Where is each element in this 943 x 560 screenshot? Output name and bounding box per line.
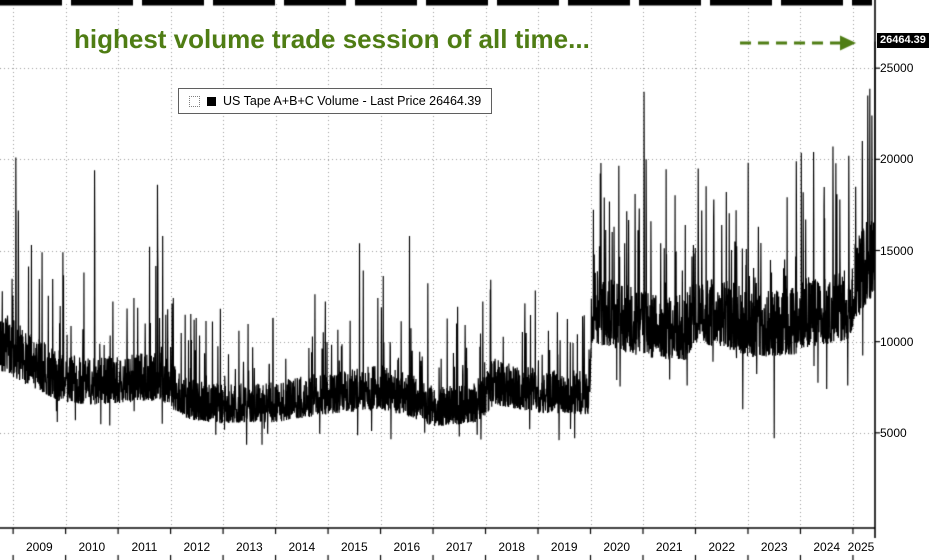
last-price-badge: 26464.39 [877, 33, 929, 49]
series-swatch-icon [207, 96, 216, 106]
legend-box[interactable]: US Tape A+B+C Volume - Last Price 26464.… [178, 88, 493, 114]
legend-toggle-icon[interactable] [189, 95, 200, 107]
legend-label: US Tape A+B+C Volume - Last Price 26464.… [223, 94, 482, 108]
annotation-text: highest volume trade session of all time… [74, 24, 590, 54]
